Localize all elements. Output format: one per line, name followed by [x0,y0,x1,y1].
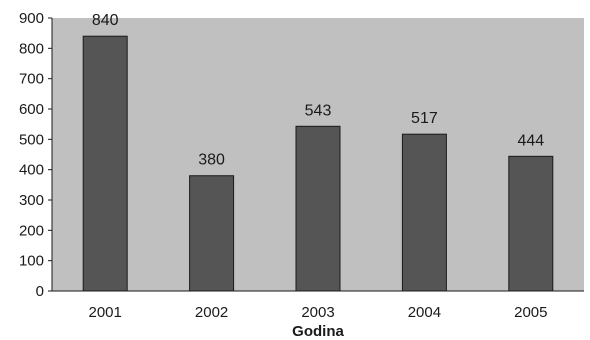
y-tick-label: 200 [19,222,44,239]
bar-2004 [401,133,447,292]
x-tick-label-2002: 2002 [195,304,228,321]
y-tick-label: 400 [19,162,44,179]
y-axis-ticks: 0 100 200 300 400 500 600 700 800 900 [19,10,52,300]
x-tick-label-2005: 2005 [514,304,547,321]
data-label-2002: 380 [198,152,225,169]
y-tick-label: 800 [19,40,44,57]
data-label-2001: 840 [92,12,119,29]
y-tick-label: 900 [19,10,44,27]
x-axis-ticks: 2001 2002 2003 2004 2005 [89,304,548,321]
y-tick-label: 600 [19,101,44,118]
bar-2001 [82,35,128,292]
x-axis-title: Godina [292,323,344,340]
x-tick-label-2003: 2003 [301,304,334,321]
y-tick-label: 300 [19,192,44,209]
data-labels-group: 840 380 543 517 444 [92,12,544,169]
y-tick-label: 500 [19,131,44,148]
bars-group [82,35,554,292]
y-tick-label: 100 [19,253,44,270]
bar-2005 [508,155,554,292]
y-tick-label: 0 [36,283,44,300]
x-tick-label-2001: 2001 [89,304,122,321]
bar-2003 [295,125,341,292]
data-label-2005: 444 [517,132,544,149]
y-tick-label: 700 [19,71,44,88]
data-label-2003: 543 [305,102,332,119]
x-tick-label-2004: 2004 [408,304,441,321]
data-label-2004: 517 [411,110,438,127]
bar-2002 [189,175,235,292]
